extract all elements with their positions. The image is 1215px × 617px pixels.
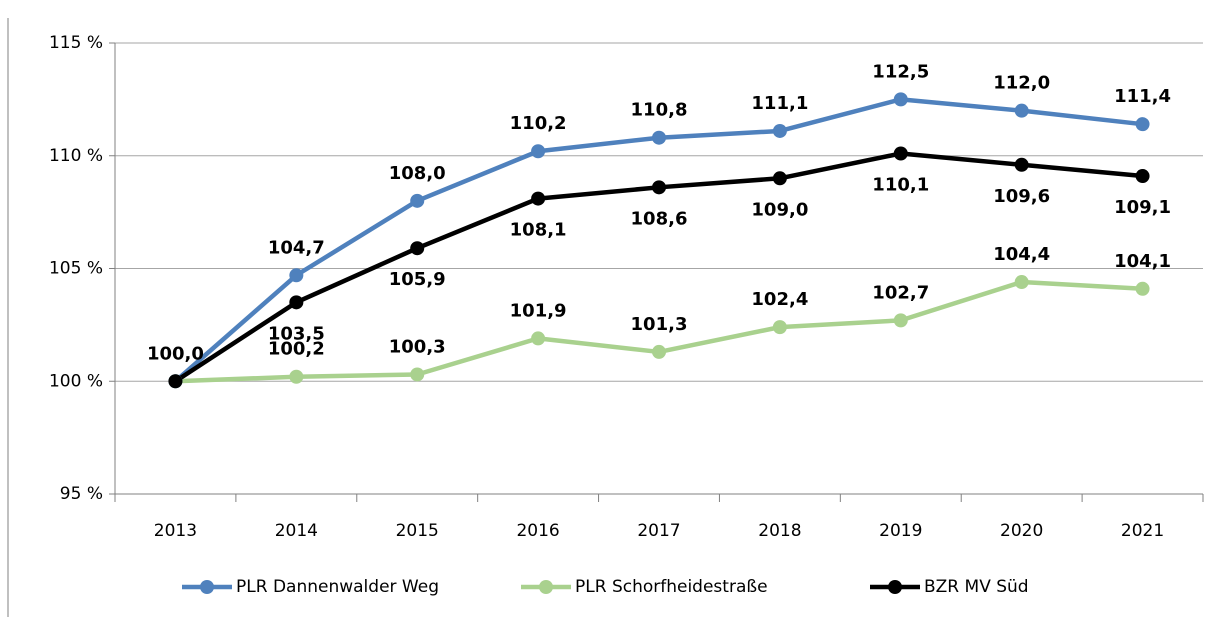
data-label: 109,1	[1114, 197, 1171, 218]
data-label: 111,1	[751, 93, 808, 114]
data-point	[893, 313, 908, 328]
data-point	[1014, 275, 1029, 290]
y-tick-label: 115 %	[49, 33, 103, 53]
x-tick-label: 2016	[516, 521, 559, 541]
data-label: 101,3	[631, 314, 688, 335]
data-point	[1135, 169, 1150, 184]
data-label: 112,5	[872, 61, 929, 82]
data-point	[289, 369, 304, 384]
data-label: 104,7	[268, 237, 325, 258]
data-point	[652, 130, 666, 145]
data-label: 108,0	[389, 163, 446, 184]
data-label: 102,4	[751, 289, 808, 310]
data-label: 111,4	[1114, 86, 1171, 107]
x-tick-label: 2015	[396, 521, 439, 541]
data-label: 110,1	[872, 174, 929, 195]
legend-marker	[200, 580, 214, 594]
data-point	[772, 171, 787, 186]
data-point	[410, 193, 425, 208]
data-label: 110,8	[631, 100, 688, 121]
legend-marker	[539, 580, 553, 594]
legend-label: PLR Schorfheidestraße	[575, 577, 768, 597]
data-label: 110,2	[510, 113, 567, 134]
data-point	[893, 92, 908, 107]
data-point	[1014, 157, 1029, 172]
x-tick-label: 2019	[879, 521, 922, 541]
legend-label: BZR MV Süd	[924, 577, 1029, 597]
data-point	[772, 320, 787, 335]
data-point	[1135, 281, 1150, 296]
x-tick-label: 2021	[1121, 521, 1164, 541]
data-label: 100,3	[389, 336, 446, 357]
y-tick-label: 100 %	[49, 371, 103, 391]
data-point	[652, 344, 666, 359]
data-label: 108,6	[631, 208, 688, 229]
y-tick-label: 95 %	[60, 484, 103, 504]
x-tick-label: 2014	[275, 521, 318, 541]
data-point	[652, 180, 666, 195]
data-point	[410, 241, 425, 256]
data-point	[531, 331, 546, 346]
data-point	[410, 367, 425, 382]
data-label: 104,4	[993, 244, 1050, 265]
data-point	[531, 191, 546, 206]
data-label: 102,7	[872, 282, 929, 303]
data-label: 109,0	[751, 199, 808, 220]
x-tick-label: 2020	[1000, 521, 1043, 541]
data-label: 105,9	[389, 269, 446, 290]
y-tick-label: 105 %	[49, 259, 103, 279]
data-label: 100,2	[268, 339, 325, 360]
data-point	[531, 144, 546, 159]
x-tick-label: 2018	[758, 521, 801, 541]
y-tick-label: 110 %	[49, 146, 103, 166]
data-point	[1014, 103, 1029, 118]
data-point	[1135, 117, 1150, 132]
data-point	[772, 123, 787, 138]
data-label: 103,5	[268, 323, 325, 344]
data-point	[893, 146, 908, 161]
data-point	[289, 268, 304, 283]
data-point	[289, 295, 304, 310]
legend-marker	[888, 580, 902, 594]
data-label: 104,1	[1114, 251, 1171, 272]
data-label: 101,9	[510, 300, 567, 321]
x-tick-label: 2017	[637, 521, 680, 541]
data-label: 108,1	[510, 220, 567, 241]
data-point	[168, 374, 183, 389]
x-tick-label: 2013	[154, 521, 197, 541]
data-label: 112,0	[993, 73, 1050, 94]
data-label: 109,6	[993, 186, 1050, 207]
legend-label: PLR Dannenwalder Weg	[236, 577, 439, 597]
data-label: 100,0	[147, 343, 204, 364]
